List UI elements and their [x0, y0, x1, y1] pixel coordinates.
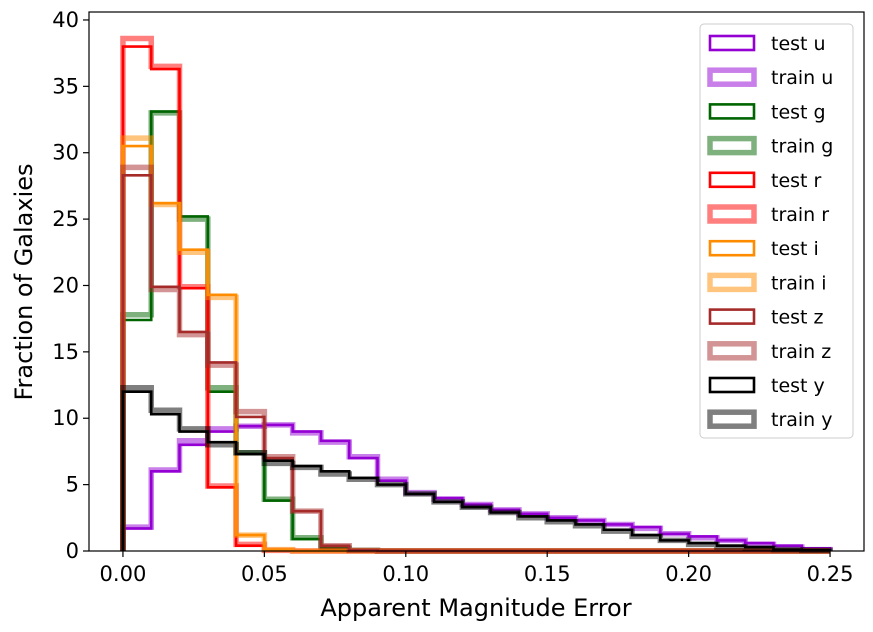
x-axis: 0.00 0.05 0.10 0.15 0.20 0.25 [100, 551, 854, 586]
legend-label-test-r: test r [771, 170, 822, 192]
plot-frame [88, 11, 865, 552]
legend-label-test-y: test y [771, 375, 825, 397]
legend-swatch-test-z [708, 308, 756, 325]
legend-swatch-train-r [707, 204, 757, 224]
legend-label-train-g: train g [771, 136, 833, 158]
legend-label-test-z: test z [771, 307, 824, 329]
x-tick-label: 0.10 [382, 562, 429, 586]
y-tick-label: 5 [66, 473, 79, 497]
legend-swatch-train-z [707, 341, 757, 361]
legend-swatch-test-u [708, 34, 756, 52]
legend-label-train-u: train u [771, 67, 833, 89]
legend-label-test-g: test g [771, 101, 826, 123]
legend-swatch-test-g [708, 103, 756, 120]
legend-label-train-i: train i [771, 272, 827, 294]
y-tick-label: 30 [52, 141, 79, 165]
y-tick-label: 0 [66, 539, 79, 563]
legend-swatch-train-i [707, 272, 757, 293]
legend-swatch-test-y [708, 376, 756, 394]
legend: test u train u test g train g test r train r t… [699, 23, 854, 439]
y-axis: 0 5 10 15 20 25 30 35 40 [52, 8, 89, 563]
legend-swatch-train-y [707, 409, 757, 429]
legend-box [699, 23, 854, 439]
legend-label-train-y: train y [771, 409, 833, 431]
y-tick-label: 10 [52, 406, 79, 430]
x-tick-label: 0.25 [807, 562, 854, 586]
x-axis-label: Apparent Magnitude Error [320, 594, 631, 622]
x-tick-label: 0.20 [665, 562, 712, 586]
y-axis-label: Fraction of Galaxies [10, 163, 38, 400]
x-tick-label: 0.00 [100, 562, 147, 586]
y-tick-label: 15 [52, 340, 79, 364]
legend-swatch-train-u [707, 67, 757, 87]
legend-swatch-test-r [708, 171, 756, 189]
y-tick-label: 35 [52, 74, 79, 98]
legend-swatch-test-i [708, 239, 756, 257]
legend-label-test-u: test u [771, 33, 826, 55]
x-tick-label: 0.05 [241, 562, 288, 586]
series-train-y-bars [120, 384, 833, 554]
y-tick-label: 40 [52, 8, 79, 32]
y-tick-label: 20 [52, 273, 79, 297]
legend-label-train-z: train z [771, 341, 831, 363]
legend-swatch-train-g [707, 135, 757, 156]
legend-label-test-i: test i [771, 238, 819, 260]
legend-label-train-r: train r [771, 204, 829, 226]
x-tick-label: 0.15 [524, 562, 571, 586]
y-tick-label: 25 [52, 207, 79, 231]
